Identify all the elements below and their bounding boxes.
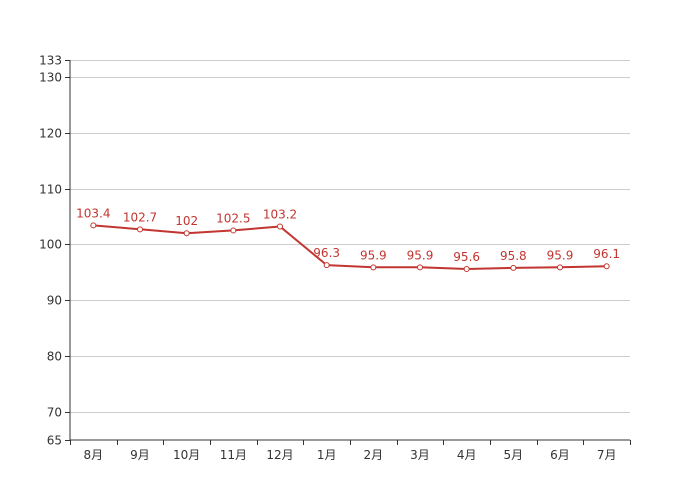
x-tick-label: 11月 — [220, 448, 247, 462]
data-point — [557, 264, 563, 271]
data-point — [323, 262, 330, 269]
data-labels: 103.4 102.7 102 102.5 103.2 96.3 95.9 95.9 95.6 9… — [76, 206, 620, 264]
y-tick-label: 120 — [39, 127, 62, 141]
data-label: 96.3 — [313, 246, 340, 260]
series-line-group — [90, 222, 610, 272]
data-point — [277, 223, 283, 230]
data-label: 95.6 — [453, 250, 480, 264]
data-label: 95.9 — [360, 248, 387, 262]
data-point — [417, 264, 423, 271]
data-label: 96.1 — [593, 247, 620, 261]
y-tick-label: 100 — [39, 238, 62, 252]
data-label: 103.2 — [263, 208, 297, 222]
data-point — [137, 226, 143, 233]
x-tick-label: 9月 — [130, 448, 150, 462]
data-label: 95.9 — [547, 248, 574, 262]
y-tick-label: 130 — [39, 71, 62, 85]
y-tick-label: 80 — [47, 350, 62, 364]
grid-lines — [70, 60, 630, 413]
data-label: 102.7 — [123, 210, 157, 224]
x-tick-label: 6月 — [550, 448, 570, 462]
y-tick-label: 110 — [39, 183, 62, 197]
data-label: 95.9 — [407, 248, 434, 262]
y-axis-ticks: 65 70 80 90 100 110 120 130 133 — [39, 54, 70, 448]
data-point — [510, 264, 517, 271]
data-point — [90, 222, 97, 229]
series-line — [93, 224, 607, 270]
data-point — [230, 227, 237, 234]
y-tick-label: 90 — [47, 294, 62, 308]
x-axis-ticks: 8月 9月 10月 11月 12月 1月 2月 3月 4月 5月 6月 7月 — [70, 440, 631, 462]
data-point — [183, 230, 190, 237]
x-tick-label: 1月 — [317, 448, 337, 462]
data-label: 102.5 — [216, 211, 250, 225]
x-tick-label: 3月 — [410, 448, 430, 462]
x-tick-label: 8月 — [84, 448, 104, 462]
y-tick-label: 65 — [47, 434, 62, 448]
x-tick-label: 7月 — [597, 448, 617, 462]
x-tick-label: 10月 — [173, 448, 200, 462]
data-point — [463, 266, 470, 272]
data-point — [603, 263, 610, 270]
data-label: 95.8 — [500, 249, 527, 263]
x-tick-label: 5月 — [504, 448, 524, 462]
y-tick-label: 70 — [47, 406, 62, 420]
data-point — [370, 264, 377, 271]
y-tick-label: 133 — [39, 54, 62, 68]
data-label: 103.4 — [76, 206, 110, 220]
x-tick-label: 4月 — [457, 448, 477, 462]
x-tick-label: 2月 — [364, 448, 384, 462]
x-tick-label: 12月 — [266, 448, 293, 462]
data-label: 102 — [175, 214, 198, 228]
